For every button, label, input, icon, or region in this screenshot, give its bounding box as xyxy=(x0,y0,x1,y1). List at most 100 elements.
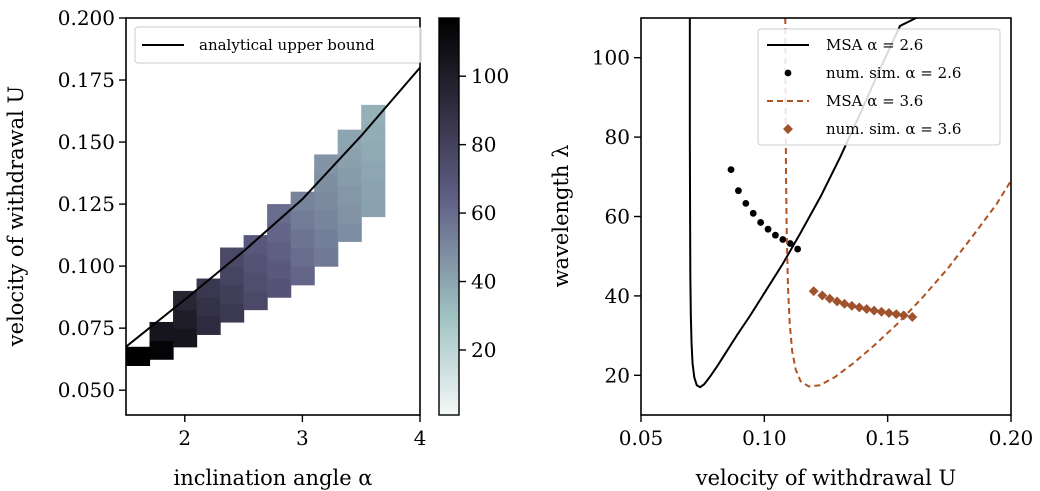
wavelength-x-axis-label: velocity of withdrawal U xyxy=(695,466,956,490)
y-tick-label: 0.200 xyxy=(58,6,115,30)
colorbar-tick-label: 20 xyxy=(471,338,496,362)
legend-label-msa-2-6: MSA α = 2.6 xyxy=(826,36,923,54)
heatmap-cell xyxy=(290,228,315,249)
heatmap-cell xyxy=(149,321,174,342)
legend-label-sim-2-6: num. sim. α = 2.6 xyxy=(826,64,961,82)
sim-point-alpha-3-6 xyxy=(839,298,850,309)
x-tick-label: 0.10 xyxy=(742,426,787,450)
y-tick-label: 0.100 xyxy=(58,254,115,278)
heatmap-y-ticks: 0.050 0.075 0.100 0.125 0.150 0.175 0.200 xyxy=(58,6,126,402)
wavelength-x-ticks: 0.05 0.10 0.15 0.20 xyxy=(619,415,1034,450)
x-tick-label: 0.15 xyxy=(865,426,910,450)
heatmap-cell xyxy=(173,309,198,329)
heatmap-cell xyxy=(314,210,339,230)
heatmap-cell xyxy=(220,284,245,304)
x-tick-label: 2 xyxy=(178,426,191,450)
y-tick-label: 60 xyxy=(605,205,630,229)
sim-point-alpha-3-6 xyxy=(832,296,843,307)
colorbar: 20 40 60 80 100 xyxy=(438,17,509,416)
x-tick-label: 0.20 xyxy=(989,426,1034,450)
sim-point-alpha-3-6 xyxy=(891,309,902,320)
heatmap-plot-frame xyxy=(125,17,421,416)
sim-point-alpha-3-6 xyxy=(898,310,909,321)
sim-point-alpha-3-6 xyxy=(846,300,857,311)
heatmap-cell xyxy=(337,185,362,205)
sim-point-alpha-3-6 xyxy=(824,293,835,304)
heatmap-legend: analytical upper bound xyxy=(134,26,422,64)
heatmap-cells xyxy=(126,104,386,366)
heatmap-x-ticks: 2 3 4 xyxy=(178,415,426,450)
heatmap-cell xyxy=(243,272,268,292)
sim-point-alpha-3-6 xyxy=(876,306,887,317)
sim-point-alpha-3-6 xyxy=(861,304,872,314)
colorbar-gradient xyxy=(438,17,460,416)
colorbar-tick-label: 80 xyxy=(471,133,496,157)
heatmap-cell xyxy=(290,191,315,211)
heatmap-cell xyxy=(220,303,245,323)
wavelength-legend-box xyxy=(757,28,1001,146)
heatmap-cell xyxy=(267,204,292,224)
sim-point-alpha-2-6 xyxy=(757,219,765,226)
heatmap-cell xyxy=(290,210,315,230)
heatmap-cell xyxy=(337,166,362,187)
heatmap-cell xyxy=(243,290,268,311)
sim-point-alpha-2-6 xyxy=(727,166,735,174)
heatmap-cell xyxy=(314,173,339,193)
sim-point-alpha-2-6 xyxy=(779,236,787,243)
heatmap-cell xyxy=(267,278,292,298)
heatmap-y-axis-label: velocity of withdrawal U xyxy=(4,86,28,347)
sim-point-alpha-2-6 xyxy=(764,225,772,233)
colorbar-tick-label: 40 xyxy=(471,270,496,294)
heatmap-cell xyxy=(314,247,339,267)
colorbar-ticks: 20 40 60 80 100 xyxy=(459,64,509,362)
sim-point-alpha-3-6 xyxy=(907,311,918,322)
colorbar-tick-label: 60 xyxy=(471,201,496,225)
heatmap-cell xyxy=(361,104,386,125)
heatmap-cell xyxy=(337,222,362,242)
sim-point-alpha-3-6 xyxy=(808,286,819,297)
heatmap-cell xyxy=(314,228,339,249)
legend-sample-sim-3-6 xyxy=(783,124,793,134)
heatmap-cell xyxy=(314,191,339,211)
heatmap-cell xyxy=(290,247,315,267)
sim-point-alpha-3-6 xyxy=(854,302,865,313)
y-tick-label: 100 xyxy=(592,46,630,70)
wavelength-legend: MSA α = 2.6 num. sim. α = 2.6 MSA α = 3.… xyxy=(757,28,1001,146)
sim-point-alpha-3-6 xyxy=(817,290,828,301)
heatmap-cell xyxy=(267,241,292,261)
sim-point-alpha-2-6 xyxy=(772,231,779,239)
sim-point-alpha-2-6 xyxy=(735,187,742,195)
y-tick-label: 20 xyxy=(605,363,630,387)
x-tick-label: 0.05 xyxy=(619,426,664,450)
sim-point-alpha-2-6 xyxy=(794,245,802,253)
heatmap-cell xyxy=(361,197,386,218)
heatmap-cell xyxy=(196,315,221,335)
heatmap-cell xyxy=(267,222,292,242)
y-tick-label: 40 xyxy=(605,284,630,308)
analytical-upper-bound-line xyxy=(126,66,420,348)
heatmap-x-axis-label: inclination angle α xyxy=(174,466,373,490)
heatmap-cell xyxy=(243,235,268,255)
heatmap-cell xyxy=(243,253,268,273)
heatmap-cell xyxy=(290,266,315,286)
heatmap-cell xyxy=(196,278,221,298)
legend-label-msa-3-6: MSA α = 3.6 xyxy=(826,92,923,110)
legend-label-sim-3-6: num. sim. α = 3.6 xyxy=(826,120,961,138)
heatmap-cell xyxy=(337,129,362,149)
heatmap-cell xyxy=(337,204,362,224)
wavelength-y-axis-label: wavelength λ xyxy=(549,145,573,288)
sim-point-alpha-2-6 xyxy=(749,209,757,217)
sim-point-alpha-2-6 xyxy=(742,200,750,207)
series-line-0 xyxy=(688,18,917,389)
x-tick-label: 4 xyxy=(414,426,427,450)
heatmap-cell xyxy=(267,259,292,280)
series-line-2 xyxy=(784,18,1011,388)
wavelength-series xyxy=(688,18,1011,389)
heatmap-cell xyxy=(220,247,245,267)
y-tick-label: 80 xyxy=(605,125,630,149)
legend-sample-sim-2-6 xyxy=(784,69,792,77)
heatmap-legend-box xyxy=(134,26,422,64)
wavelength-y-ticks: 20 40 60 80 100 xyxy=(592,46,641,387)
